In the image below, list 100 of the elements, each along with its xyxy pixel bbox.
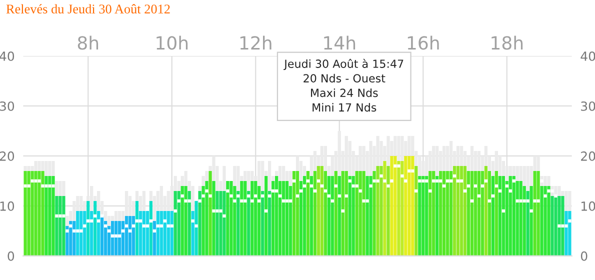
bar [230, 180, 233, 256]
bar [400, 160, 404, 256]
bar [236, 190, 240, 256]
bar [550, 196, 554, 256]
bar [442, 170, 446, 256]
chart-title: Relevés du Jeudi 30 Août 2012 [6, 4, 170, 14]
bar [149, 200, 152, 256]
bar [436, 176, 439, 256]
bar [44, 176, 48, 256]
bar [208, 170, 212, 256]
bar [425, 176, 428, 256]
bar [306, 170, 310, 256]
bar [268, 160, 272, 191]
bar [536, 170, 540, 256]
bar [446, 170, 450, 256]
bar [90, 186, 94, 211]
bar [104, 220, 108, 256]
bar [554, 196, 558, 256]
bar [264, 176, 268, 256]
bar [110, 220, 114, 256]
bar [502, 176, 505, 256]
bar [38, 170, 41, 256]
x-tick-label: 18h [492, 36, 523, 50]
bar [480, 170, 484, 256]
bar [44, 160, 48, 176]
bar [240, 180, 244, 256]
bar [404, 156, 408, 256]
bar [188, 190, 191, 256]
y2-tick-label: 0 [580, 251, 588, 261]
bar [540, 186, 544, 256]
bar [390, 156, 394, 256]
bar [288, 170, 292, 186]
bar [94, 200, 97, 256]
bar [219, 190, 222, 256]
bar [494, 170, 498, 256]
y2-tick-label: 20 [581, 151, 595, 161]
bar [41, 170, 44, 256]
bar [124, 216, 128, 256]
bar [372, 170, 376, 256]
bar [408, 156, 411, 256]
bar [142, 210, 146, 256]
bar [30, 170, 34, 256]
bar [519, 180, 522, 256]
bar [152, 220, 156, 256]
bar [83, 210, 86, 256]
bar [484, 166, 488, 256]
bar [568, 210, 572, 256]
bar [180, 186, 184, 256]
bar [352, 176, 355, 256]
bar [456, 166, 460, 256]
bar [296, 170, 300, 256]
x-tick-label: 16h [408, 36, 439, 50]
bar [512, 176, 516, 256]
bar [191, 210, 194, 256]
bar [261, 160, 264, 191]
bar [166, 210, 170, 256]
bar [327, 176, 330, 256]
y-tick-label: 40 [0, 51, 14, 61]
bar [488, 170, 491, 256]
bar [330, 176, 334, 256]
bar [362, 170, 366, 256]
bar [460, 166, 464, 256]
bar [72, 220, 76, 256]
bar [341, 170, 344, 256]
bar [414, 166, 418, 256]
bar [285, 180, 289, 256]
y2-tick-label: 30 [581, 101, 595, 111]
bar [544, 186, 547, 256]
bar [198, 186, 202, 191]
bar [348, 176, 352, 256]
x-tick-label: 14h [324, 36, 356, 50]
bar [216, 190, 219, 256]
bar [146, 210, 150, 256]
bar [226, 180, 230, 256]
bar [160, 210, 163, 256]
bar [302, 176, 306, 256]
bar [212, 180, 216, 256]
bar [24, 170, 27, 256]
bar [466, 170, 470, 256]
bar [132, 216, 136, 256]
y2-tick-label: 10 [582, 201, 595, 211]
bar [174, 190, 177, 256]
bar [118, 220, 122, 256]
bar [432, 170, 436, 256]
bar [247, 190, 250, 256]
bar [198, 190, 202, 256]
bar [530, 186, 533, 256]
bar [324, 170, 327, 256]
bar [491, 176, 495, 256]
bar [114, 220, 118, 256]
bar [397, 160, 400, 256]
bar [355, 170, 358, 256]
bar [138, 210, 142, 256]
bar [282, 180, 286, 256]
bar [244, 180, 247, 256]
bar [128, 216, 132, 256]
bar [561, 196, 564, 256]
bar [48, 176, 52, 256]
bar [449, 170, 453, 256]
bar [86, 200, 90, 256]
